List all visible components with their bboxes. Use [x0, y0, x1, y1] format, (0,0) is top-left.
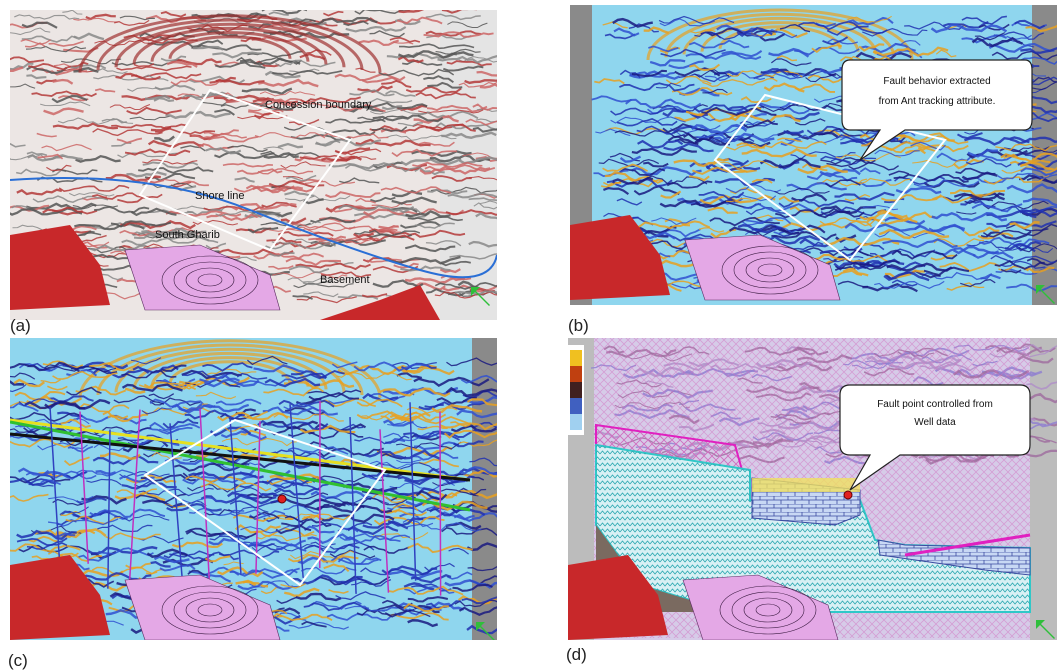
panel-d: Fault point controlled from Well data [568, 338, 1059, 640]
panel-c [0, 338, 539, 641]
panel-label: (b) [568, 316, 589, 335]
sand [752, 478, 860, 492]
color-bar [570, 414, 582, 430]
figure: Concession boundary Shore line South Ghari… [0, 0, 1059, 672]
panel-a: Concession boundary Shore line South Ghari… [1, 8, 555, 320]
color-bar [570, 398, 582, 414]
panel-b: Fault behavior extracted from Ant trackin… [570, 5, 1059, 305]
annotation: South Gharib [155, 229, 220, 241]
panel-label: (d) [566, 645, 587, 664]
annotation: Shore line [195, 190, 245, 202]
callout-text: Well data [914, 417, 956, 428]
fault [440, 412, 441, 596]
panel-label: (c) [8, 651, 28, 670]
color-bar [570, 350, 582, 366]
annotation: Basement [320, 274, 370, 286]
well-point [278, 495, 286, 503]
callout-text: from Ant tracking attribute. [879, 96, 996, 107]
callout-text: Fault behavior extracted [883, 76, 990, 87]
annotation: Concession boundary [265, 99, 372, 111]
color-bar [570, 382, 582, 398]
panel-label: (a) [10, 316, 31, 335]
callout-text: Fault point controlled from [877, 399, 993, 410]
well-point [844, 491, 852, 499]
color-bar [570, 366, 582, 382]
